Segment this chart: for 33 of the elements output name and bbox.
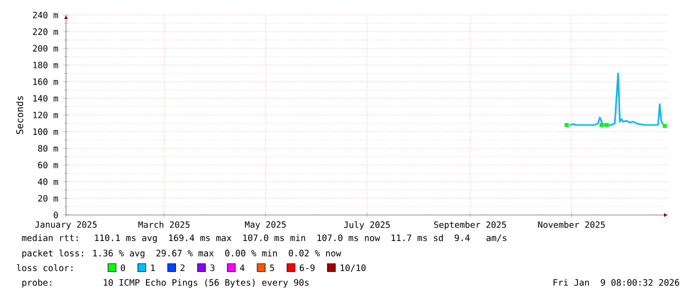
y-tick-label: 200 m xyxy=(33,45,58,52)
text: median rtt: 110.1 ms avg 169.4 ms max 107.0 ms min 107.0 ms now 11.7 ms sd 9.4 am/s xyxy=(22,234,506,243)
y-tick-label: 140 m xyxy=(33,95,58,102)
legend-label: 5 xyxy=(270,264,274,272)
legend-title: loss color: xyxy=(16,264,72,272)
text: Fri Jan 9 08:00:32 2026 xyxy=(554,278,680,286)
legend-label: 3 xyxy=(210,264,214,272)
y-tick-label: 20 m xyxy=(38,195,58,202)
text: packet loss: 1.36 % avg 29.67 % max 0.00 % min 0.02 % now xyxy=(22,250,342,258)
y-tick-label: 180 m xyxy=(33,62,58,68)
y-tick-label: 80 m xyxy=(38,145,58,152)
y-tick-label: 60 m xyxy=(38,162,58,168)
x-tick-label: November 2025 xyxy=(538,221,605,228)
text: probe: 10 ICMP Echo Pings (56 Bytes) every 90s xyxy=(22,278,309,288)
x-tick-label: March 2025 xyxy=(138,221,190,228)
legend-label: 2 xyxy=(180,264,184,271)
x-tick-label: July 2025 xyxy=(344,221,390,230)
y-tick-label: 120 m xyxy=(33,112,58,118)
legend-label: 1 xyxy=(151,264,155,271)
legend-label: 10/10 xyxy=(340,264,366,272)
y-tick-label: 100 m xyxy=(33,128,58,135)
y-tick-label: 160 m xyxy=(33,78,58,85)
x-tick-label: January 2025 xyxy=(35,221,97,230)
y-tick-label: 40 m xyxy=(38,178,58,185)
y-axis-title: Seconds xyxy=(16,96,24,134)
y-tick-label: 0 xyxy=(54,212,58,218)
legend-label: 6-9 xyxy=(300,264,315,272)
legend-label: 0 xyxy=(120,264,125,272)
legend-label: 4 xyxy=(240,264,244,271)
x-tick-label: May 2025 xyxy=(245,221,286,230)
y-tick-label: 240 m xyxy=(33,12,58,18)
x-tick-label: September 2025 xyxy=(434,221,506,230)
y-tick-label: 220 m xyxy=(33,28,58,35)
